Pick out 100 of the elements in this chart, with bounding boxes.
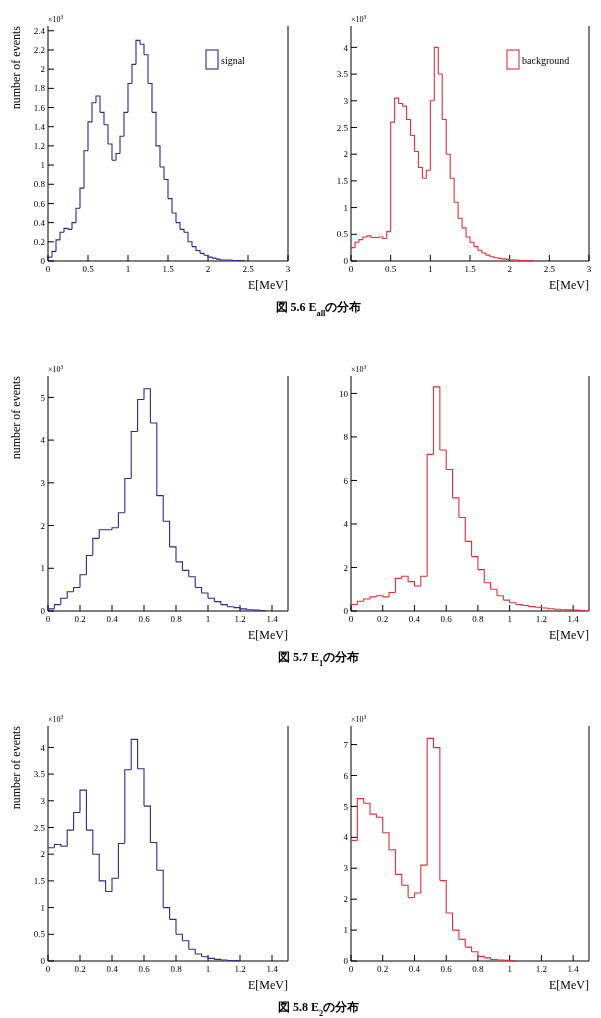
y-tick-label: 2 <box>343 149 348 160</box>
y-tick-label: 0 <box>40 606 46 617</box>
y-tick-label: 5 <box>40 392 46 403</box>
y-tick-label: 3 <box>343 863 349 874</box>
x-tick-label: 1.4 <box>567 614 580 624</box>
y-tick-label: 0 <box>343 256 349 267</box>
x-tick-label: 0.8 <box>472 964 485 974</box>
y-tick-label: 4 <box>40 435 46 446</box>
y-tick-label: 2 <box>40 64 45 75</box>
y-tick-label: 0.5 <box>33 929 46 940</box>
x-tick-label: 1 <box>428 264 433 274</box>
y-axis-title: number of events <box>9 725 23 810</box>
y-tick-label: 1 <box>343 925 348 936</box>
x-tick-label: 2 <box>205 264 211 274</box>
y-tick-label: 3 <box>343 95 349 106</box>
x-tick-label: 1.2 <box>535 964 548 974</box>
text: ×10$^{3}$ <box>351 714 367 724</box>
x-tick-label: 0.2 <box>377 964 389 974</box>
x-tick-label: 1.4 <box>266 614 279 624</box>
y-tick-label: 1.5 <box>336 176 349 187</box>
legend-label: signal <box>221 54 246 66</box>
x-tick-label: 0.8 <box>170 964 183 974</box>
y-tick-label: 0 <box>343 606 349 617</box>
x-tick-label: 3 <box>285 264 291 274</box>
y-tick-label: 3 <box>40 477 46 488</box>
y-tick-label: 1.4 <box>33 121 46 132</box>
x-tick-label: 1 <box>507 614 512 624</box>
y-tick-label: 2 <box>343 894 348 905</box>
y-tick-label: 1.8 <box>33 83 46 94</box>
text: ×10$^{3}$ <box>48 14 64 24</box>
x-tick-label: 1.2 <box>234 614 246 624</box>
y-tick-label: 6 <box>343 770 349 781</box>
x-tick-label: 0.6 <box>440 614 453 624</box>
y-tick-label: 2 <box>40 849 45 860</box>
y-tick-label: 0.8 <box>33 179 46 190</box>
y-tick-label: 2.5 <box>336 122 349 133</box>
x-tick-label: 1.4 <box>266 964 279 974</box>
y-tick-label: 2.5 <box>33 822 46 833</box>
y-tick-label: 1.6 <box>33 102 46 113</box>
y-tick-label: 1 <box>343 202 348 213</box>
x-tick-label: 0.4 <box>106 964 119 974</box>
y-tick-label: 5 <box>343 801 349 812</box>
y-tick-label: 0.5 <box>336 229 349 240</box>
legend-label: background <box>522 54 570 66</box>
x-tick-label: 1 <box>507 964 512 974</box>
x-axis-title: E[MeV] <box>248 278 288 292</box>
caption: 図 5.6 E$_{all}$の分布 <box>275 300 362 318</box>
y-axis-title: number of events <box>9 25 23 110</box>
x-axis-title: E[MeV] <box>248 628 288 642</box>
x-tick-label: 0.2 <box>377 614 389 624</box>
text: ×10$^{3}$ <box>351 14 367 24</box>
y-tick-label: 0 <box>40 256 46 267</box>
y-tick-label: 3 <box>40 795 46 806</box>
caption: 図 5.7 E$_{1}$の分布 <box>277 650 360 668</box>
y-tick-label: 1 <box>40 160 45 171</box>
y-tick-label: 2 <box>40 520 45 531</box>
y-tick-label: 7 <box>343 739 349 750</box>
x-tick-label: 1 <box>205 614 211 624</box>
x-axis-title: E[MeV] <box>549 978 589 992</box>
x-tick-label: 0.5 <box>385 264 397 274</box>
y-tick-label: 1.2 <box>33 141 45 152</box>
x-tick-label: 0.2 <box>74 964 86 974</box>
text: ×10$^{3}$ <box>351 364 367 374</box>
caption: 図 5.8 E$_{2}$の分布 <box>277 1000 360 1018</box>
y-tick-label: 0 <box>40 956 46 967</box>
y-tick-label: 0.4 <box>33 217 46 228</box>
x-axis-title: E[MeV] <box>549 628 589 642</box>
x-tick-label: 1.2 <box>234 964 246 974</box>
x-tick-label: 0.4 <box>408 614 421 624</box>
x-tick-label: 0.8 <box>472 614 485 624</box>
x-tick-label: 1.2 <box>535 614 548 624</box>
y-tick-label: 10 <box>339 388 349 399</box>
y-tick-label: 2.2 <box>33 45 45 56</box>
x-tick-label: 0.2 <box>74 614 86 624</box>
y-tick-label: 4 <box>40 742 46 753</box>
x-tick-label: 0.6 <box>138 964 151 974</box>
y-tick-label: 4 <box>343 42 349 53</box>
x-tick-label: 0.6 <box>440 964 453 974</box>
x-tick-label: 0.6 <box>138 614 151 624</box>
x-tick-label: 2 <box>507 264 512 274</box>
y-tick-label: 2.4 <box>33 25 46 36</box>
x-tick-label: 0.8 <box>170 614 183 624</box>
x-tick-label: 2.5 <box>242 264 255 274</box>
x-tick-label: 1 <box>205 964 211 974</box>
x-axis-title: E[MeV] <box>549 278 589 292</box>
x-tick-label: 1 <box>125 264 131 274</box>
y-tick-label: 3.5 <box>336 69 349 80</box>
x-tick-label: 0.4 <box>408 964 421 974</box>
text: ×10$^{3}$ <box>48 364 64 374</box>
x-tick-label: 1.4 <box>567 964 580 974</box>
x-tick-label: 1.5 <box>162 264 175 274</box>
y-tick-label: 4 <box>343 519 349 530</box>
x-axis-title: E[MeV] <box>248 978 288 992</box>
y-tick-label: 8 <box>343 432 349 443</box>
y-tick-label: 1 <box>40 563 45 574</box>
y-axis-title: number of events <box>9 375 23 460</box>
x-tick-label: 2.5 <box>543 264 556 274</box>
y-tick-label: 0.2 <box>33 236 45 247</box>
x-tick-label: 1.5 <box>464 264 477 274</box>
x-tick-label: 3 <box>586 264 592 274</box>
